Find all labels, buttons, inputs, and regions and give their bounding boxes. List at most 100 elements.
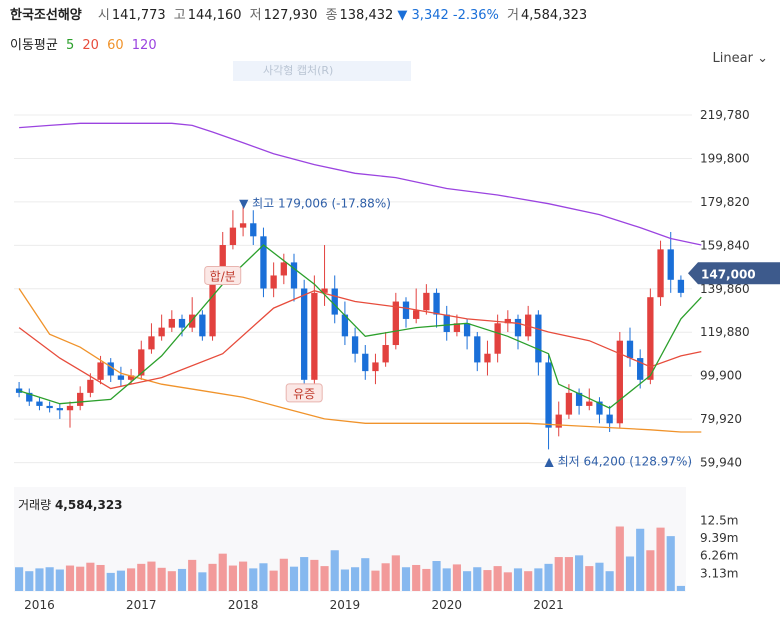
candle-body	[402, 301, 410, 319]
volume-value: 4,584,323	[520, 8, 588, 23]
moving-average-legend[interactable]: 이동평균 5 20 60 120	[10, 34, 161, 53]
candle-body	[463, 323, 471, 337]
scale-dropdown[interactable]: Linear ⌄	[713, 51, 768, 66]
volume-bar	[564, 557, 573, 591]
volume-bar	[463, 571, 472, 591]
candle-body	[382, 345, 389, 363]
candle-body	[168, 318, 175, 328]
volume-bar	[615, 526, 624, 591]
open-label: 시	[97, 8, 110, 23]
candle-body	[565, 392, 573, 415]
candle-body	[514, 318, 522, 337]
volume-bar	[575, 555, 584, 591]
candle-body	[148, 336, 155, 350]
candle-body	[77, 392, 84, 406]
ma120-label: 120	[131, 38, 157, 53]
candle-body	[504, 318, 511, 324]
current-price-tag	[688, 262, 780, 285]
volume-bar	[300, 557, 309, 591]
ma20-line	[18, 290, 702, 390]
candle-body	[453, 323, 461, 332]
candle-body	[87, 379, 94, 393]
candle-body	[525, 314, 532, 337]
volume-bar	[636, 528, 645, 591]
chevron-down-icon: ⌄	[757, 51, 768, 66]
high-value: 144,160	[187, 8, 242, 23]
candle-body	[36, 401, 43, 406]
capture-button[interactable]: 사각형 캡처(R)	[233, 61, 411, 81]
event-badge	[285, 383, 323, 403]
candle-body	[667, 249, 674, 280]
volume-bar	[208, 563, 217, 591]
open-value: 141,773	[111, 8, 166, 23]
candle-body	[443, 314, 450, 332]
volume-bar	[259, 563, 268, 591]
volume-bar	[116, 570, 125, 591]
volume-bar	[137, 563, 146, 591]
high-label: 고	[173, 8, 186, 23]
volume-bar	[330, 550, 339, 591]
candle-body	[596, 401, 603, 415]
volume-bar	[371, 570, 380, 591]
volume-bar	[167, 571, 176, 591]
candle-body	[423, 292, 430, 311]
volume-bar	[676, 585, 685, 591]
candle-body	[250, 223, 257, 237]
candle-body	[301, 288, 308, 380]
candle-body	[413, 310, 420, 319]
volume-bar	[381, 563, 390, 591]
volume-bar	[595, 562, 604, 591]
volume-bar	[361, 558, 370, 591]
volume-bar	[177, 568, 187, 591]
volume-bar	[605, 571, 614, 591]
candle-body	[127, 375, 135, 380]
volume-bar	[666, 536, 675, 591]
x-tick-label: 2016	[24, 598, 55, 612]
candle-body	[189, 314, 196, 328]
price-tick-label: 199,800	[700, 151, 750, 165]
candle-body	[280, 262, 287, 276]
candle-body	[56, 408, 63, 411]
candle-body	[270, 275, 277, 289]
candle-body	[616, 340, 623, 424]
volume-bar	[391, 555, 400, 591]
low-annotation: ▲ 최저 64,200 (128.97%)	[545, 455, 693, 469]
ma120-line	[19, 122, 702, 246]
candle-body	[138, 349, 145, 376]
volume-bar	[340, 569, 349, 591]
candle-body	[97, 362, 104, 380]
volume-bar	[320, 566, 329, 591]
scale-value: Linear	[712, 51, 753, 66]
volume-bar	[198, 572, 207, 591]
ma5-label: 5	[65, 38, 75, 53]
ma20-label: 20	[82, 38, 99, 53]
volume-panel	[14, 487, 686, 592]
volume-bar	[289, 566, 299, 591]
candle-body	[351, 336, 359, 354]
ma-title: 이동평균	[10, 38, 58, 53]
candle-body	[66, 405, 74, 411]
volume-bar	[239, 561, 248, 591]
x-tick-label: 2018	[228, 598, 259, 612]
volume-bar	[157, 567, 166, 591]
stock-header: 한국조선해양 시 141,773 고 144,160 저 127,930 종 138,4…	[10, 4, 587, 23]
volume-bar	[96, 564, 105, 591]
price-tick-label: 99,900	[700, 369, 742, 383]
volume-bar	[269, 570, 278, 591]
volume-bar	[249, 568, 258, 591]
price-tick-label: 219,780	[700, 108, 750, 122]
ma60-line	[18, 288, 702, 433]
price-tick-label: 159,840	[700, 238, 750, 252]
volume-bar	[422, 568, 431, 591]
volume-bar	[86, 562, 95, 591]
volume-bar	[218, 553, 227, 591]
volume-bar	[442, 568, 451, 591]
volume-total: 4,584,323	[54, 498, 123, 512]
volume-tick-label: 3.13m	[700, 566, 738, 580]
volume-bar	[452, 564, 461, 591]
candle-body	[229, 227, 237, 246]
volume-bar	[76, 566, 85, 591]
volume-tick-label: 12.5m	[700, 513, 738, 527]
candle-body	[484, 353, 491, 363]
